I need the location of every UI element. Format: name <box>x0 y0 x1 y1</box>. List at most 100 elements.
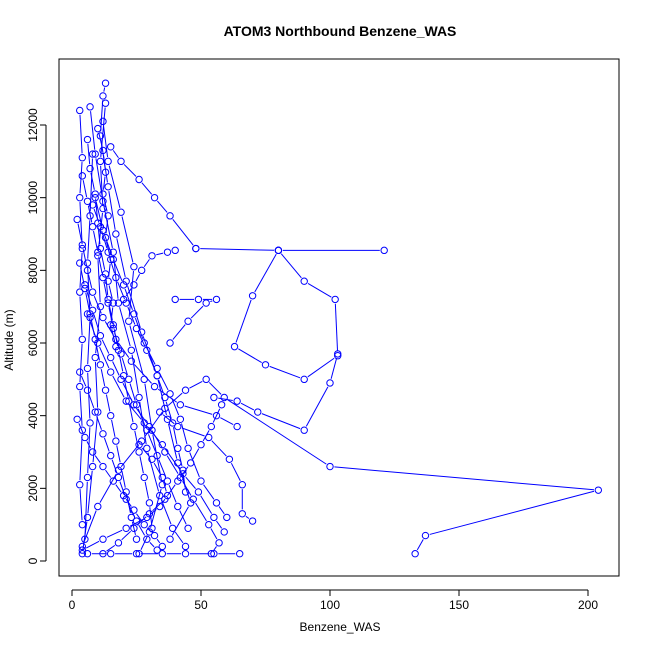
data-point <box>140 520 148 529</box>
data-point <box>207 422 216 431</box>
plot-frame <box>58 58 620 577</box>
data-point <box>73 415 81 423</box>
data-point <box>94 248 102 256</box>
series-segment <box>181 427 205 437</box>
series-segment <box>162 414 175 425</box>
data-point <box>94 408 102 416</box>
series-segment <box>119 307 131 347</box>
series-segment <box>144 481 150 499</box>
data-point <box>148 524 156 532</box>
series-segment <box>106 529 123 538</box>
series-segment <box>129 405 134 423</box>
series-segment <box>123 379 129 397</box>
series-layer <box>73 79 603 558</box>
data-point <box>210 393 218 402</box>
data-point <box>132 324 141 333</box>
series-segment <box>98 256 103 274</box>
data-point <box>104 212 112 220</box>
series-segment <box>238 348 262 364</box>
data-point <box>76 106 84 115</box>
data-point <box>163 248 172 256</box>
data-point <box>122 299 130 307</box>
series-segment <box>179 466 189 478</box>
data-point <box>109 324 117 333</box>
data-point <box>83 259 92 267</box>
data-point <box>254 408 262 416</box>
series-segment <box>143 259 150 268</box>
series-segment <box>269 365 301 379</box>
series-segment <box>171 397 180 416</box>
data-point <box>107 353 115 362</box>
series-segment <box>156 538 161 544</box>
data-point <box>137 266 146 275</box>
data-point <box>158 481 167 489</box>
data-point <box>99 117 107 126</box>
data-point <box>94 252 102 260</box>
series-segment <box>131 521 136 536</box>
series-segment <box>96 416 102 430</box>
data-point <box>158 473 167 482</box>
data-point <box>117 208 125 216</box>
data-point <box>101 386 110 394</box>
data-point <box>184 524 192 532</box>
data-point <box>153 546 161 554</box>
series-segment <box>116 445 121 463</box>
series-segment <box>79 202 83 245</box>
x-axis-label: Benzene_WAS <box>300 620 381 634</box>
data-point <box>112 273 120 282</box>
data-point <box>119 372 128 380</box>
data-point <box>78 542 87 551</box>
series-segment <box>416 539 424 551</box>
data-point <box>78 550 87 558</box>
series-segment <box>90 111 96 150</box>
data-point <box>215 539 223 547</box>
data-point <box>83 310 92 318</box>
series-segment <box>95 343 100 361</box>
data-point <box>132 550 141 558</box>
series-segment <box>114 263 123 281</box>
series-segment <box>117 281 125 300</box>
series-segment <box>227 399 327 465</box>
data-point <box>101 168 110 176</box>
data-point <box>99 313 107 322</box>
data-point <box>135 448 143 456</box>
data-point <box>210 513 218 522</box>
data-point <box>109 321 117 329</box>
data-point <box>109 477 117 485</box>
series-segment <box>87 205 93 223</box>
x-tick-label: 100 <box>320 598 340 612</box>
data-point <box>135 175 143 184</box>
data-point <box>174 444 182 453</box>
data-point <box>217 401 226 409</box>
data-point <box>143 346 151 354</box>
series-segment <box>111 459 118 474</box>
series-segment <box>181 423 188 445</box>
data-point <box>86 164 94 173</box>
series-segment <box>152 501 163 512</box>
data-point <box>334 350 342 358</box>
data-point <box>117 462 125 471</box>
data-point <box>86 310 94 318</box>
series-segment <box>202 430 210 442</box>
series-segment <box>100 252 106 270</box>
data-point <box>326 379 334 387</box>
series-segment <box>115 484 122 493</box>
data-point <box>76 382 84 391</box>
series-segment <box>87 470 93 514</box>
data-point <box>76 481 84 489</box>
data-point <box>107 143 115 151</box>
data-point <box>156 491 164 500</box>
data-point <box>145 499 154 507</box>
data-point <box>194 488 203 496</box>
data-point <box>99 190 107 198</box>
data-point <box>153 451 161 460</box>
data-point <box>181 488 190 496</box>
data-point <box>148 455 156 463</box>
data-point <box>83 513 92 522</box>
data-point <box>78 546 87 554</box>
series-segment <box>167 423 178 459</box>
series-segment <box>149 508 157 515</box>
data-point <box>107 550 115 558</box>
series-segment <box>136 513 143 522</box>
